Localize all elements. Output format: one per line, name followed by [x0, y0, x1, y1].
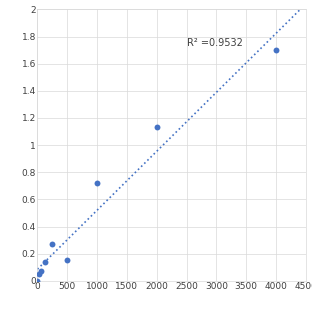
Point — [273, 48, 278, 53]
Point — [39, 269, 44, 274]
Point — [35, 278, 40, 283]
Point — [65, 258, 70, 263]
Point — [50, 242, 55, 247]
Point — [154, 125, 159, 130]
Point — [37, 271, 42, 276]
Point — [95, 181, 100, 186]
Text: R² =0.9532: R² =0.9532 — [187, 38, 242, 48]
Point — [42, 259, 47, 264]
